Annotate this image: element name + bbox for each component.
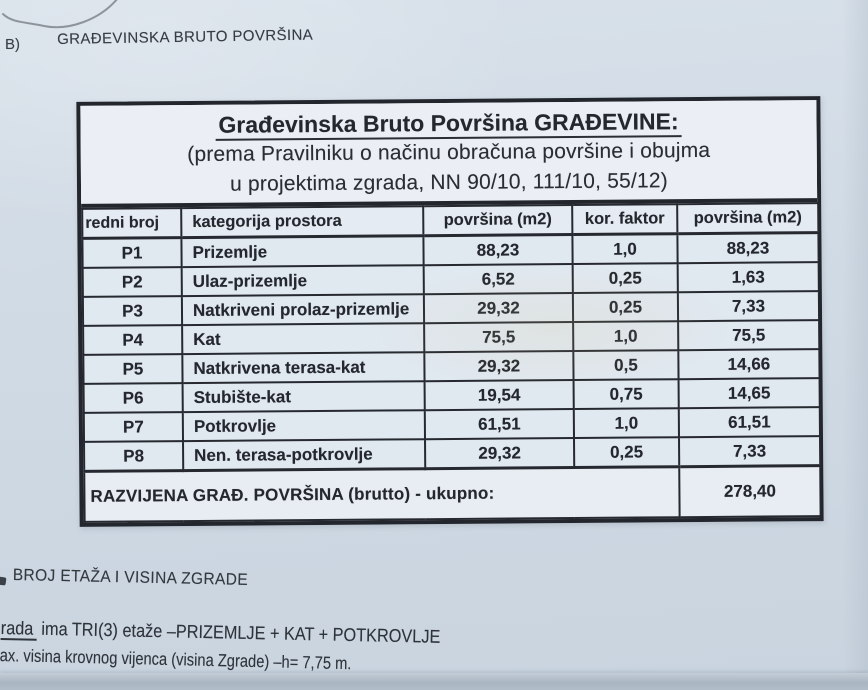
- page-bottom-edge: [0, 673, 868, 690]
- row-category: Potkrovlje: [182, 410, 426, 442]
- row-area: 88,23: [423, 234, 573, 266]
- row-category: Ulaz-prizemlje: [181, 265, 424, 297]
- row-area: 61,51: [424, 409, 574, 440]
- row-factor: 0,75: [573, 379, 679, 410]
- pen-stroke-curve: [2, 0, 118, 29]
- row-area: 19,54: [424, 380, 574, 411]
- row-result: 75,5: [678, 320, 820, 351]
- total-label: RAZVIJENA GRAĐ. POVRŠINA (brutto) - ukup…: [84, 466, 680, 522]
- floors-line-2: ax. visina krovnog vijenca (visina Zgrad…: [0, 645, 352, 674]
- row-area: 29,32: [425, 438, 575, 469]
- row-category: Kat: [182, 323, 425, 355]
- row-factor: 1,0: [573, 321, 679, 352]
- page-edge-shading: [842, 0, 868, 690]
- row-id: P7: [83, 412, 184, 442]
- row-area: 75,5: [424, 322, 574, 353]
- underlined-word: rada: [0, 617, 38, 641]
- row-id: P3: [82, 296, 183, 326]
- row-result: 14,66: [678, 349, 820, 380]
- total-row: RAZVIJENA GRAĐ. POVRŠINA (brutto) - ukup…: [84, 465, 821, 522]
- total-value: 278,40: [679, 465, 821, 518]
- floors-line-1: rada ima TRI(3) etaže –PRIZEMLJE + KAT +…: [0, 617, 441, 648]
- table-footer: RAZVIJENA GRAĐ. POVRŠINA (brutto) - ukup…: [84, 465, 821, 522]
- row-factor: 1,0: [572, 233, 678, 265]
- col-header-kategorija: kategorija prostora: [181, 206, 424, 238]
- table-subtitle-line1: (prema Pravilniku o načinu obračuna povr…: [187, 138, 711, 167]
- floors-section-title: BROJ ETAŽA I VISINA ZGRADE: [12, 566, 249, 589]
- row-id: P4: [83, 325, 183, 355]
- area-table: redni broj kategorija prostora površina …: [81, 202, 821, 523]
- row-factor: 0,25: [573, 437, 680, 468]
- row-result: 88,23: [677, 232, 819, 264]
- row-factor: 0,25: [572, 263, 678, 294]
- row-id: P8: [84, 441, 184, 472]
- table-subtitle-line2: u projektima zgrada, NN 90/10, 111/10, 5…: [229, 169, 668, 196]
- row-category: Natkrivena terasa-kat: [182, 352, 425, 384]
- row-category: Stubište-kat: [182, 381, 425, 413]
- col-header-povrsina-2: površina (m2): [677, 203, 819, 234]
- row-id: P1: [82, 237, 182, 268]
- section-title: GRAĐEVINSKA BRUTO POVRŠINA: [57, 26, 314, 48]
- row-factor: 0,5: [573, 350, 679, 381]
- row-result: 61,51: [678, 407, 820, 438]
- row-area: 29,32: [423, 293, 574, 324]
- col-header-povrsina-1: površina (m2): [423, 205, 573, 236]
- row-category: Prizemlje: [181, 235, 424, 268]
- row-id: P2: [82, 267, 182, 297]
- row-area: 29,32: [424, 351, 574, 382]
- gross-area-table: Građevinska Bruto Površina GRAĐEVINE: (p…: [76, 96, 824, 527]
- row-id: P5: [83, 354, 183, 384]
- col-header-kor-faktor: kor. faktor: [572, 204, 678, 235]
- row-category: Natkriveni prolaz-prizemlje: [181, 294, 425, 326]
- row-id: P6: [83, 383, 183, 413]
- col-header-redni-broj: redni broj: [82, 208, 182, 239]
- row-result: 1,63: [677, 262, 819, 293]
- cutoff-character-mark: [0, 576, 7, 586]
- floors-line-1-text: ima TRI(3) etaže –PRIZEMLJE + KAT + POTK…: [36, 617, 441, 647]
- row-result: 7,33: [678, 436, 821, 467]
- table-body: P1 Prizemlje 88,23 1,0 88,23 P2 Ulaz-pri…: [82, 232, 821, 472]
- row-result: 7,33: [677, 291, 820, 322]
- row-factor: 1,0: [573, 408, 679, 439]
- section-label: B): [5, 36, 20, 53]
- row-result: 14,65: [678, 378, 820, 409]
- row-area: 6,52: [423, 264, 573, 295]
- table-title-block: Građevinska Bruto Površina GRAĐEVINE: (p…: [80, 100, 818, 208]
- row-category: Nen. terasa-potkrovlje: [183, 439, 426, 471]
- row-factor: 0,25: [572, 292, 679, 323]
